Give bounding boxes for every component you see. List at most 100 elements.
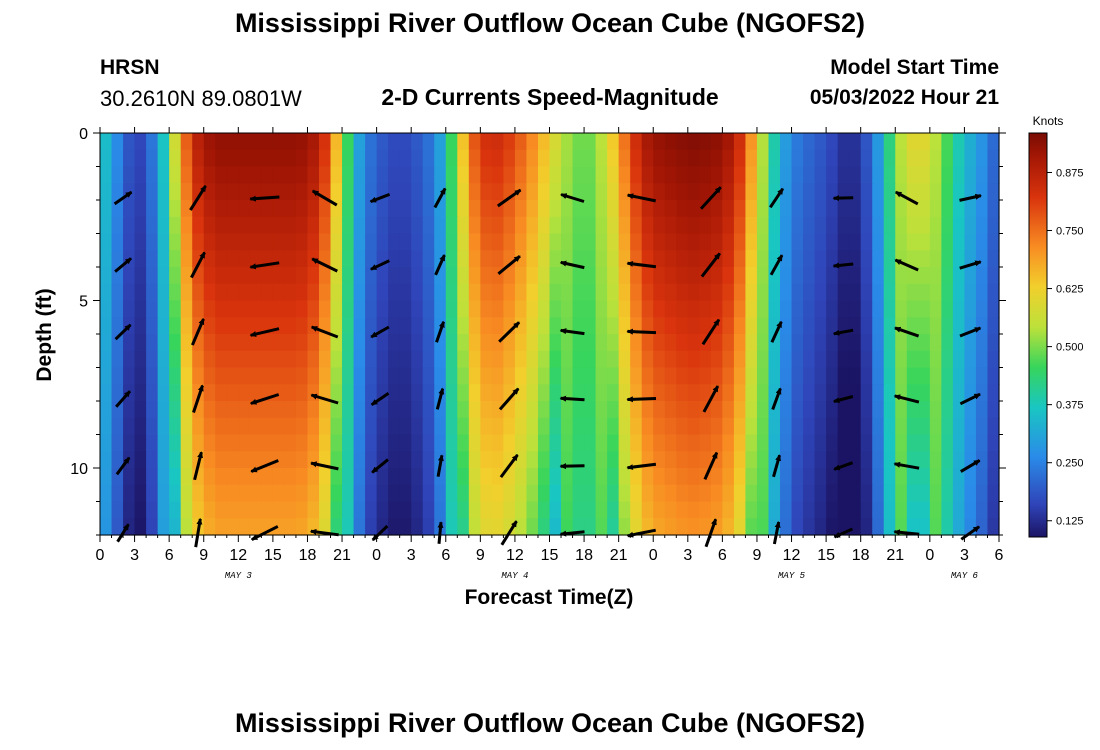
heat-cell [491,250,504,268]
current-arrow [310,325,339,339]
heat-cell [745,367,758,385]
heat-cell [100,233,113,251]
heat-cell [134,283,147,302]
heat-cell [722,417,735,436]
heat-cell [826,501,839,519]
heat-cell [111,200,124,218]
heat-cell [445,216,458,235]
current-arrow [194,517,203,548]
heat-cell [203,401,216,419]
heat-cell [123,267,136,285]
heat-cell [549,283,562,302]
heat-cell [157,434,170,452]
heat-cell [111,283,124,302]
heat-cell [295,334,309,352]
heat-cell [284,334,297,352]
heat-cell [261,484,274,503]
heat-cell [883,468,896,486]
heat-cell [549,451,562,469]
heat-cell [146,216,159,235]
heat-cell [503,149,516,168]
heat-cell [745,518,758,536]
heat-cell [756,183,770,201]
heat-cell [756,501,770,519]
current-arrow [310,461,339,471]
heat-cell [780,501,793,519]
heat-cell [941,484,954,503]
heat-cell [365,350,378,369]
heat-cell [480,334,493,352]
heat-cell [526,233,539,251]
heat-cell [226,216,239,235]
heat-cell [595,367,608,385]
heat-cell [203,384,216,402]
heat-cell [549,183,562,201]
heat-cell [872,200,885,218]
heat-cell [503,166,516,184]
heat-cell [929,401,942,419]
heat-cell [814,501,827,519]
heat-cell [434,133,447,151]
heat-cell [434,350,447,369]
heat-cell [134,518,147,536]
heat-cell [365,149,378,168]
heat-cell [653,384,666,402]
heat-cell [607,200,620,218]
heat-cell [468,401,481,419]
heat-cell [203,451,216,469]
x-tick-label: 3 [960,547,969,564]
heat-cell [180,149,193,168]
heat-cell [157,133,170,151]
heat-cell [422,267,435,285]
current-arrow [959,392,981,406]
heat-cell [837,501,850,519]
heat-cell [964,149,977,168]
heat-cell [468,468,481,486]
heat-cell [756,367,770,385]
heat-cell [192,417,205,436]
heat-cell [537,350,551,369]
heat-cell [745,267,758,285]
heat-cell [307,468,320,486]
heat-cell [434,166,447,184]
heat-cell [687,283,700,302]
heat-cell [733,350,747,369]
heat-cell [249,434,262,452]
heat-cell [249,417,262,436]
heat-cell [180,317,193,335]
heat-cell [849,401,862,419]
heat-cell [584,183,597,201]
heat-cell [100,133,113,151]
heat-cell [964,468,977,486]
heat-cell [272,233,286,251]
heat-cell [837,200,850,218]
heat-cell [687,417,700,436]
heat-cell [733,183,747,201]
heat-cell [203,133,216,151]
heat-cell [803,133,816,151]
heat-cell [226,401,239,419]
heat-cell [906,451,919,469]
heat-cell [733,317,747,335]
current-arrow [371,458,389,474]
heat-cell [607,434,620,452]
heat-cell [307,384,320,402]
heat-cell [215,149,228,168]
heat-cell [445,350,458,369]
station-coordinates: 30.2610N 89.0801W [100,86,302,111]
heat-cell [203,183,216,201]
heat-cell [929,501,942,519]
heat-cell [561,334,574,352]
heat-cell [180,501,193,519]
heat-cell [803,434,816,452]
heat-cell [952,434,966,452]
heat-cell [814,334,827,352]
heat-cell [595,518,608,536]
heat-cell [249,250,262,268]
heat-cell [272,166,286,184]
heat-cell [929,367,942,385]
heat-cell [457,283,470,302]
heat-cell [791,300,804,318]
heat-cell [607,384,620,402]
heat-cell [203,250,216,268]
